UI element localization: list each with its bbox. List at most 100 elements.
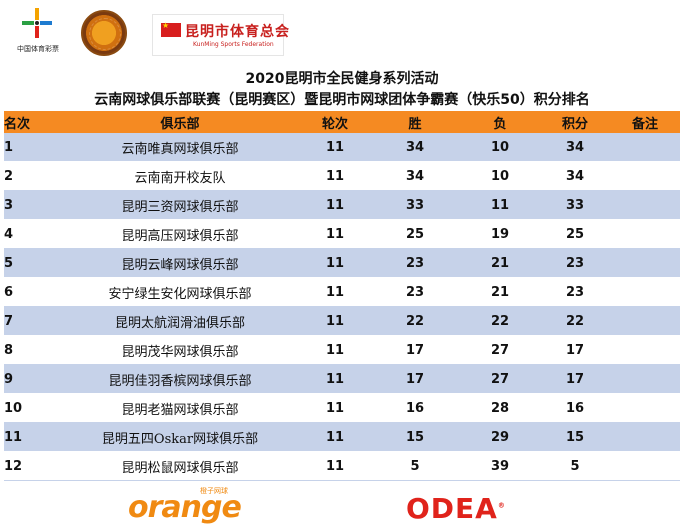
cell-points: 33 <box>540 190 610 220</box>
cell-notes <box>610 306 680 336</box>
page-title: 2020昆明市全民健身系列活动 <box>245 71 439 87</box>
cell-rounds: 11 <box>300 335 370 365</box>
tennis-ball-icon <box>89 18 121 50</box>
cell-rank: 10 <box>4 393 60 423</box>
cell-losses: 11 <box>460 190 540 220</box>
sports-lottery-mark-icon <box>22 8 52 38</box>
table-row: 8 昆明茂华网球俱乐部 11 17 27 17 <box>4 335 680 365</box>
page-subtitle: 云南网球俱乐部联赛（昆明赛区）暨昆明市网球团体争霸赛（快乐50）积分排名 <box>94 92 590 108</box>
table-row: 7 昆明太航润滑油俱乐部 11 22 22 22 <box>4 306 680 336</box>
cell-losses: 29 <box>460 422 540 452</box>
cell-wins: 23 <box>370 248 460 278</box>
cell-notes <box>610 451 680 481</box>
cell-rank: 2 <box>4 161 60 191</box>
cell-club: 昆明三资网球俱乐部 <box>60 190 300 220</box>
cell-rank: 4 <box>4 219 60 249</box>
table-body: 1 云南唯真网球俱乐部 11 34 10 34 2 云南南开校友队 11 34 10 34 3 昆明三资网… <box>4 133 680 481</box>
cell-points: 25 <box>540 219 610 249</box>
ranking-table: 名次 俱乐部 轮次 胜 负 积分 备注 1 云南唯真网球俱乐部 11 34 10 34 2 云… <box>4 111 680 481</box>
cell-points: 17 <box>540 364 610 394</box>
cell-wins: 5 <box>370 451 460 481</box>
table-row: 9 昆明佳羽香槟网球俱乐部 11 17 27 17 <box>4 364 680 394</box>
cell-points: 16 <box>540 393 610 423</box>
cell-rank: 9 <box>4 364 60 394</box>
cell-notes <box>610 277 680 307</box>
cell-rank: 1 <box>4 133 60 162</box>
cell-rank: 6 <box>4 277 60 307</box>
cell-club: 昆明五四Oskar网球俱乐部 <box>60 422 300 452</box>
cell-club: 昆明老猫网球俱乐部 <box>60 393 300 423</box>
cell-club: 昆明太航润滑油俱乐部 <box>60 306 300 336</box>
cell-rounds: 11 <box>300 364 370 394</box>
odea-logo-text: ODEA <box>406 492 498 525</box>
cell-rank: 8 <box>4 335 60 365</box>
logo-caption: 中国体育彩票 <box>17 45 59 53</box>
cell-club: 安宁绿生安化网球俱乐部 <box>60 277 300 307</box>
cell-losses: 19 <box>460 219 540 249</box>
cell-rounds: 11 <box>300 133 370 162</box>
cell-losses: 28 <box>460 393 540 423</box>
cell-wins: 17 <box>370 364 460 394</box>
cell-club: 云南唯真网球俱乐部 <box>60 133 300 162</box>
cell-wins: 23 <box>370 277 460 307</box>
header-points: 积分 <box>540 111 610 133</box>
kunming-sports-federation-logo: 昆明市体育总会 KunMing Sports Federation <box>152 14 289 56</box>
cell-points: 5 <box>540 451 610 481</box>
cell-rank: 12 <box>4 451 60 481</box>
cell-points: 23 <box>540 248 610 278</box>
cell-rounds: 11 <box>300 248 370 278</box>
cell-losses: 27 <box>460 335 540 365</box>
table-row: 4 昆明高压网球俱乐部 11 25 19 25 <box>4 219 680 249</box>
cell-notes <box>610 161 680 191</box>
federation-name: 昆明市体育总会 <box>185 24 290 40</box>
table-row: 1 云南唯真网球俱乐部 11 34 10 34 <box>4 133 680 162</box>
sponsor-bar: orange 橙子网球 ODEA® <box>0 486 684 526</box>
orange-tennis-logo: orange 橙子网球 <box>128 486 242 525</box>
yunnan-tennis-association-logo <box>81 10 127 56</box>
table-header-row: 名次 俱乐部 轮次 胜 负 积分 备注 <box>4 111 680 133</box>
table-row: 10 昆明老猫网球俱乐部 11 16 28 16 <box>4 393 680 423</box>
federation-english-name: KunMing Sports Federation <box>193 41 274 48</box>
cell-wins: 22 <box>370 306 460 336</box>
cell-notes <box>610 393 680 423</box>
header-rounds: 轮次 <box>300 111 370 133</box>
cell-rounds: 11 <box>300 451 370 481</box>
cell-notes <box>610 335 680 365</box>
cell-points: 34 <box>540 161 610 191</box>
cell-rank: 3 <box>4 190 60 220</box>
cell-notes <box>610 364 680 394</box>
cell-losses: 10 <box>460 161 540 191</box>
cell-club: 昆明高压网球俱乐部 <box>60 219 300 249</box>
cell-rounds: 11 <box>300 161 370 191</box>
cell-losses: 21 <box>460 277 540 307</box>
cell-notes <box>610 190 680 220</box>
cell-points: 15 <box>540 422 610 452</box>
header-losses: 负 <box>460 111 540 133</box>
cell-club: 昆明云峰网球俱乐部 <box>60 248 300 278</box>
cell-notes <box>610 422 680 452</box>
header-notes: 备注 <box>610 111 680 133</box>
header-wins: 胜 <box>370 111 460 133</box>
cell-points: 17 <box>540 335 610 365</box>
cell-points: 23 <box>540 277 610 307</box>
cell-losses: 22 <box>460 306 540 336</box>
cell-notes <box>610 219 680 249</box>
table-row: 2 云南南开校友队 11 34 10 34 <box>4 161 680 191</box>
header-rank: 名次 <box>4 111 60 133</box>
cell-wins: 17 <box>370 335 460 365</box>
flag-icon <box>161 21 181 37</box>
orange-logo-subtext: 橙子网球 <box>200 487 228 495</box>
cell-losses: 39 <box>460 451 540 481</box>
cell-wins: 25 <box>370 219 460 249</box>
china-sports-lottery-logo: 中国体育彩票 <box>10 8 66 56</box>
table-row: 11 昆明五四Oskar网球俱乐部 11 15 29 15 <box>4 422 680 452</box>
cell-rounds: 11 <box>300 306 370 336</box>
cell-rank: 7 <box>4 306 60 336</box>
cell-wins: 34 <box>370 133 460 162</box>
cell-notes <box>610 248 680 278</box>
cell-wins: 33 <box>370 190 460 220</box>
cell-losses: 10 <box>460 133 540 162</box>
cell-losses: 27 <box>460 364 540 394</box>
cell-rounds: 11 <box>300 277 370 307</box>
table-row: 12 昆明松鼠网球俱乐部 11 5 39 5 <box>4 451 680 481</box>
